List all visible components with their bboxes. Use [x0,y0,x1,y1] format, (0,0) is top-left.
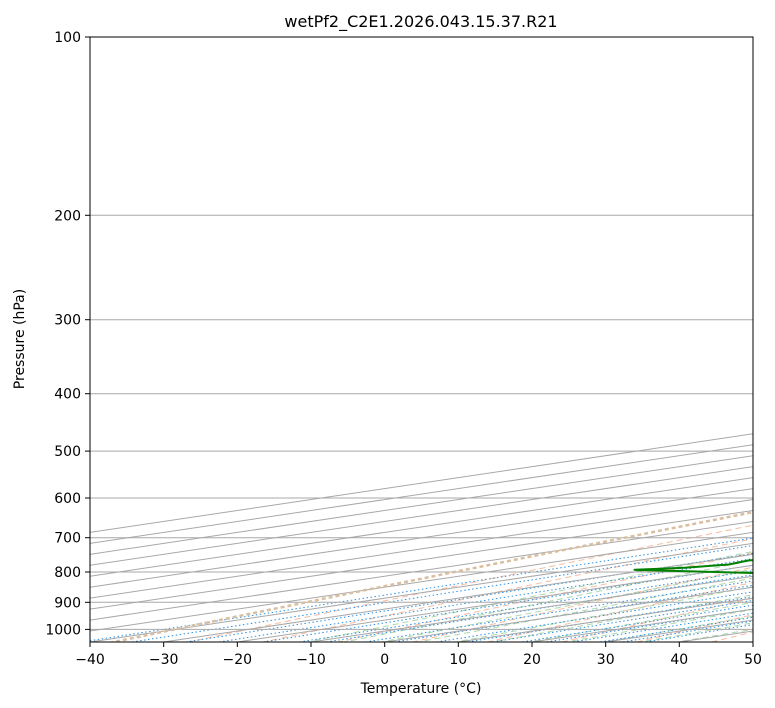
y-axis-title: Pressure (hPa) [12,289,28,389]
y-tick-label: 400 [54,387,81,403]
isotherm-gridline [90,455,753,555]
y-axis-ticks: 100 200 300 400 500 600 700 800 900 1000 [45,30,90,638]
isotherm-gridline [90,488,753,588]
mixing-ratio-line [362,580,753,642]
x-tick-label: 30 [597,652,615,668]
x-tick-label: −20 [223,652,253,668]
y-tick-label: 200 [54,208,81,224]
x-tick-label: 0 [380,652,389,668]
y-tick-label: 600 [54,491,81,507]
x-axis-title: Temperature (°C) [360,681,482,697]
plot-frame [89,36,754,643]
x-tick-label: −40 [75,652,105,668]
y-tick-label: 1000 [45,622,81,638]
mixing-ratio-line [259,564,753,642]
isotherm-gridline [90,509,753,610]
isotherm-gridline [90,520,753,621]
x-tick-label: 40 [670,652,688,668]
isotherm-gridline [90,477,753,577]
isotherm-gridlines [90,433,753,642]
isotherm-gridline [90,499,753,599]
y-tick-label: 700 [54,531,81,547]
x-axis-ticks: −40 −30 −20 −10 0 10 20 30 40 50 [75,642,762,668]
mixing-ratio-line [295,570,753,642]
y-tick-label: 300 [54,313,81,329]
y-tick-label: 100 [54,30,81,46]
x-tick-label: 10 [449,652,467,668]
chart-title: wetPf2_C2E1.2026.043.15.37.R21 [284,12,557,32]
mixing-ratio-line [322,574,753,642]
y-tick-label: 800 [54,565,81,581]
isotherm-gridline [90,444,753,544]
isotherm-gridline [90,466,753,566]
x-tick-label: 20 [523,652,541,668]
x-tick-label: −10 [296,652,326,668]
x-tick-label: −30 [149,652,179,668]
y-tick-label: 500 [54,444,81,460]
y-tick-label: 900 [54,595,81,611]
x-tick-label: 50 [744,652,762,668]
plot-area: 0.10.20.40.611.52346810131620253036 -100… [90,37,753,642]
isotherm-gridline [90,531,753,632]
